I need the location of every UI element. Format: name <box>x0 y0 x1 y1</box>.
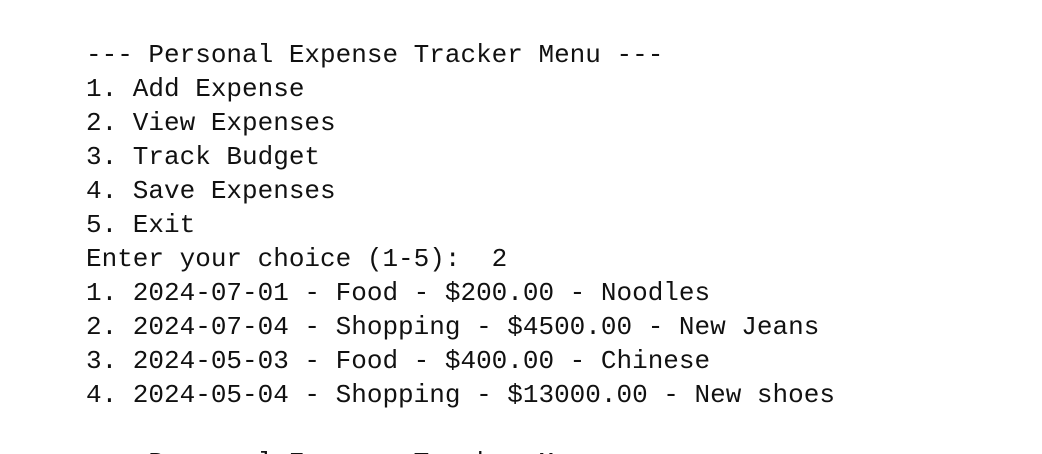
expense-line: 4. 2024-05-04 - Shopping - $13000.00 - N… <box>86 380 835 410</box>
expense-line: 3. 2024-05-03 - Food - $400.00 - Chinese <box>86 346 711 376</box>
menu-option: 1. Add Expense <box>86 74 305 104</box>
prompt: Enter your choice (1-5): 2 <box>86 244 508 274</box>
menu-options: 1. Add Expense 2. View Expenses 3. Track B… <box>86 72 1042 242</box>
expense-list: 1. 2024-07-01 - Food - $200.00 - Noodles… <box>86 276 1042 412</box>
expense-line: 1. 2024-07-01 - Food - $200.00 - Noodles <box>86 278 711 308</box>
menu-option: 2. View Expenses <box>86 108 336 138</box>
menu-title: --- Personal Expense Tracker Menu --- <box>86 446 1042 454</box>
menu-option: 5. Exit <box>86 210 196 240</box>
menu-title: --- Personal Expense Tracker Menu --- <box>86 40 664 70</box>
menu-option: 4. Save Expenses <box>86 176 336 206</box>
menu-option: 3. Track Budget <box>86 142 321 172</box>
expense-line: 2. 2024-07-04 - Shopping - $4500.00 - Ne… <box>86 312 820 342</box>
